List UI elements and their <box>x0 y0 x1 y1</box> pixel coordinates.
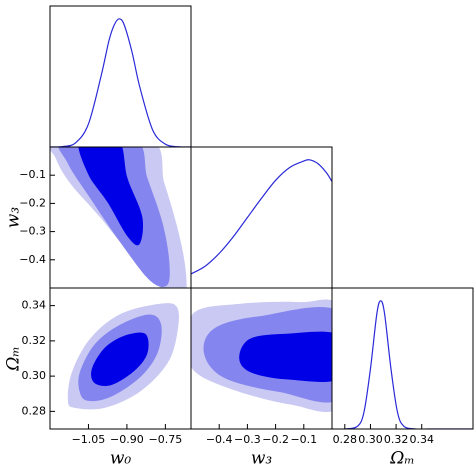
y-axis-label: Ωₘ <box>4 346 24 372</box>
y-tick-label: 0.30 <box>22 369 47 382</box>
x-axis-label: w₃ <box>251 449 273 469</box>
y-tick-label: 0.32 <box>22 334 47 347</box>
panel <box>191 299 332 412</box>
y-tick-label: 0.34 <box>22 299 47 312</box>
x-tick-label: −0.75 <box>149 433 183 446</box>
y-tick-label: −0.4 <box>19 253 46 266</box>
density-curve <box>191 159 332 275</box>
x-axis-label: w₀ <box>110 449 132 469</box>
x-tick-label: −0.2 <box>262 433 289 446</box>
y-tick-label: −0.1 <box>19 168 46 181</box>
contour-region <box>91 332 149 386</box>
y-axis-label: w₃ <box>4 207 24 229</box>
y-tick-label: −0.3 <box>19 225 46 238</box>
panel-frame <box>331 287 474 430</box>
x-tick-label: −0.3 <box>234 433 261 446</box>
x-axis-label: Ωₘ <box>389 449 415 469</box>
panel <box>332 300 473 429</box>
y-tick-label: 0.28 <box>22 404 47 417</box>
contour-region <box>239 331 332 382</box>
x-tick-label: 0.28 <box>333 433 358 446</box>
panel <box>50 147 187 288</box>
panel <box>50 18 191 147</box>
panel <box>67 303 179 410</box>
x-tick-label: −0.90 <box>110 433 144 446</box>
x-tick-label: −0.1 <box>290 433 317 446</box>
x-tick-label: 0.34 <box>409 433 434 446</box>
contour-region <box>78 147 144 246</box>
density-curve <box>332 300 473 429</box>
contour-region <box>58 147 170 287</box>
x-tick-label: 0.30 <box>358 433 383 446</box>
x-tick-label: 0.32 <box>384 433 409 446</box>
x-tick-label: −0.4 <box>206 433 233 446</box>
density-curve <box>50 18 191 147</box>
panel-frame <box>49 5 192 148</box>
panel-frame <box>190 146 333 289</box>
panel <box>191 159 332 275</box>
x-tick-label: −1.05 <box>72 433 106 446</box>
y-tick-label: −0.2 <box>19 196 46 209</box>
